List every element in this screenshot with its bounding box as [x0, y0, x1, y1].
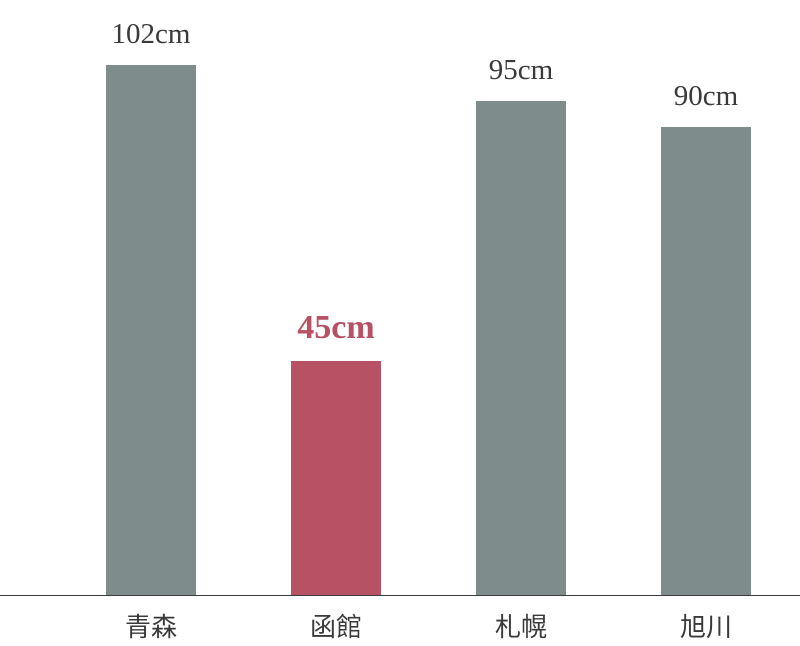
- bar-sapporo: [476, 101, 566, 595]
- bar-hakodate: [291, 361, 381, 595]
- bar-aomori: [106, 65, 196, 595]
- bar-chart: 102cm 45cm 95cm 90cm 青森 函館 札幌 旭川: [0, 0, 800, 646]
- value-label-sapporo: 95cm: [489, 54, 553, 87]
- bars-layer: 102cm 45cm 95cm 90cm: [0, 0, 800, 595]
- category-label-asahikawa: 旭川: [680, 607, 732, 644]
- category-label-hakodate: 函館: [310, 607, 362, 644]
- value-label-hakodate: 45cm: [297, 309, 374, 347]
- value-label-asahikawa: 90cm: [674, 80, 738, 113]
- x-axis-baseline: [0, 595, 800, 596]
- value-label-aomori: 102cm: [112, 18, 191, 51]
- category-label-sapporo: 札幌: [495, 607, 547, 644]
- category-label-aomori: 青森: [125, 607, 177, 644]
- bar-asahikawa: [661, 127, 751, 595]
